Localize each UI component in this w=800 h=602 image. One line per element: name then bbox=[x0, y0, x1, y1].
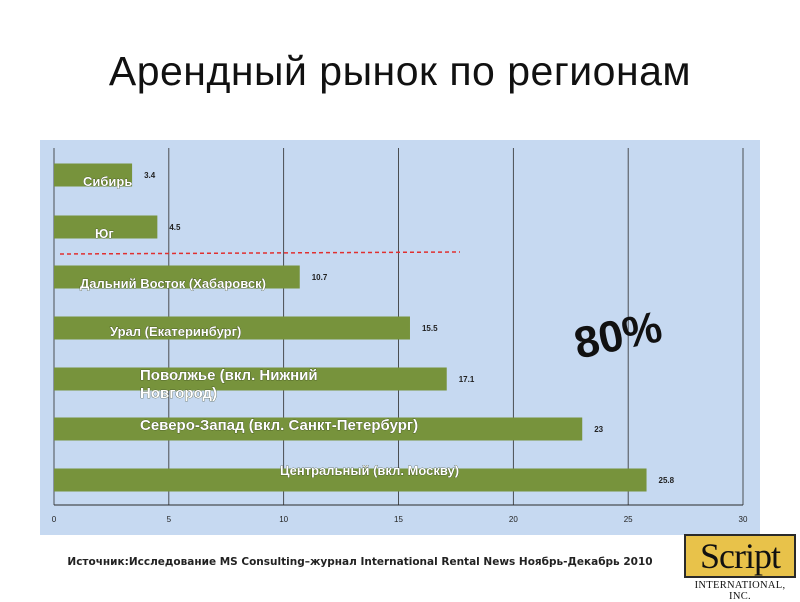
separator-dashed-line bbox=[59, 251, 461, 255]
bar bbox=[54, 265, 300, 289]
annotation-percent: 80% bbox=[570, 302, 666, 368]
category-label: Урал (Екатеринбург) bbox=[110, 324, 241, 339]
bar bbox=[54, 316, 410, 340]
bar-chart: 0 5 10 15 20 25 30 3.4 4.5 10.7 15.5 17.1 23 25.8 Сиби… bbox=[40, 140, 760, 535]
x-tick-label: 5 bbox=[167, 515, 172, 524]
chart-canvas: 0 5 10 15 20 25 30 3.4 4.5 10.7 15.5 17.1 23 25.8 Сиби… bbox=[52, 148, 748, 524]
logo-word: Script bbox=[700, 536, 781, 576]
x-tick-label: 20 bbox=[509, 515, 518, 524]
data-label: 4.5 bbox=[169, 223, 181, 232]
data-label: 3.4 bbox=[144, 171, 156, 180]
data-label: 15.5 bbox=[422, 324, 438, 333]
source-note: Источник:Исследование MS Consulting–журн… bbox=[67, 556, 653, 568]
category-label: Центральный (вкл. Москву) bbox=[280, 463, 459, 478]
data-label: 17.1 bbox=[459, 375, 475, 384]
slide-title: Арендный рынок по регионам bbox=[108, 48, 692, 94]
x-tick-label: 30 bbox=[739, 515, 748, 524]
bar bbox=[54, 163, 133, 187]
category-label: Северо-Запад (вкл. Санкт-Петербург) bbox=[140, 417, 418, 434]
bar bbox=[54, 468, 647, 492]
logo-subtitle: INTERNATIONAL, INC. bbox=[694, 580, 786, 602]
company-logo: Script INTERNATIONAL, INC. bbox=[684, 534, 796, 602]
bar bbox=[54, 215, 158, 239]
x-tick-label: 25 bbox=[624, 515, 633, 524]
x-tick-label: 10 bbox=[279, 515, 288, 524]
category-label: Дальний Восток (Хабаровск) bbox=[80, 276, 266, 291]
data-label: 23 bbox=[594, 425, 603, 434]
category-label: Поволжье (вкл. Нижний Новгород) bbox=[140, 367, 318, 402]
data-label: 25.8 bbox=[659, 476, 675, 485]
x-tick-label: 15 bbox=[394, 515, 403, 524]
category-label: Сибирь bbox=[83, 174, 132, 189]
category-label: Юг bbox=[95, 226, 114, 241]
category-label-line: Поволжье (вкл. Нижний bbox=[140, 367, 318, 384]
x-tick-label: 0 bbox=[52, 515, 57, 524]
bar bbox=[54, 417, 583, 441]
bar bbox=[54, 367, 447, 391]
logo-box: Script bbox=[684, 534, 796, 578]
category-label-line: Новгород) bbox=[140, 385, 217, 402]
data-label: 10.7 bbox=[312, 273, 328, 282]
